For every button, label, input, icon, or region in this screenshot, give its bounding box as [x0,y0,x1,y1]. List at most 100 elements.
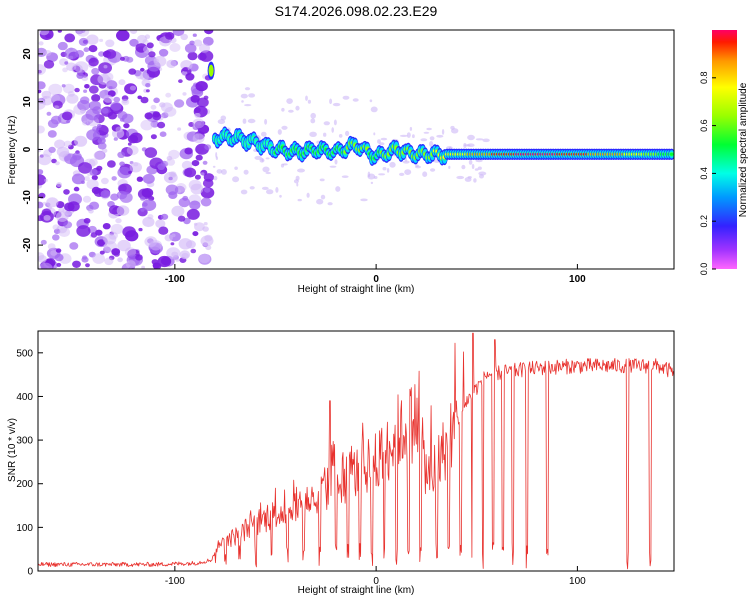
faint-speckle [436,134,444,138]
noise-speckle [57,41,68,51]
noise-speckle [182,92,187,96]
faint-speckle [402,160,410,164]
noise-speckle [129,38,139,47]
noise-speckle [181,70,188,76]
faint-speckle [249,186,255,190]
noise-speckle [116,30,130,42]
faint-speckle [279,194,282,198]
noise-speckle [52,224,60,231]
faint-speckle [288,109,294,113]
noise-speckle [128,68,137,75]
noise-speckle [189,200,201,210]
faint-speckle [316,198,324,205]
noise-speckle [166,156,173,161]
noise-speckle [158,226,169,235]
noise-speckle [102,223,111,230]
noise-speckle [68,144,74,150]
faint-speckle [426,127,432,131]
noise-speckle [146,42,154,49]
noise-speckle [187,51,198,61]
faint-speckle [319,178,325,182]
faint-speckle [266,189,274,195]
faint-speckle [373,132,376,136]
faint-speckle [429,136,435,141]
noise-speckle [128,170,132,174]
faint-speckle [310,118,316,124]
faint-speckle [213,176,218,181]
noise-speckle [189,40,195,46]
faint-speckle [430,168,436,172]
colorbar-tick-label: 0.4 [699,167,709,180]
colorbar-tick-label: 0.8 [699,72,709,85]
noise-speckle [91,94,101,102]
noise-speckle [97,142,107,150]
noise-speckle [127,142,132,146]
faint-speckle [373,176,378,179]
noise-speckle [86,179,99,190]
noise-speckle [181,160,193,170]
faint-speckle [475,138,484,141]
noise-speckle [177,215,186,222]
faint-speckle [221,169,227,175]
snr-y-ticks: 0 100 200 300 400 500 [16,348,43,578]
faint-speckle [323,132,327,137]
noise-speckle [103,244,108,249]
noise-speckle [191,160,200,167]
signal-blob-core [208,64,214,77]
noise-speckle [95,229,103,236]
noise-speckle [121,95,129,101]
faint-speckle [262,166,270,173]
noise-speckle [117,151,126,158]
noise-speckle [190,183,204,195]
noise-speckle [117,166,132,179]
noise-speckle [44,258,54,267]
faint-speckle [295,105,300,111]
noise-speckle [111,124,121,132]
faint-speckle [212,165,216,168]
y-tick-label: -20 [22,237,33,252]
noise-speckle [160,160,169,167]
noise-speckle [38,47,47,57]
faint-speckle [450,125,455,130]
noise-speckle [192,118,205,129]
noise-speckle [91,186,101,194]
noise-speckle [120,56,125,61]
colorbar: 0.0 0.2 0.4 0.6 0.8 Normalized spectral ampl… [699,30,749,275]
noise-speckle [92,253,105,264]
noise-speckle [152,111,161,118]
noise-speckle [63,221,73,229]
faint-speckle [331,127,335,133]
noise-speckle [93,151,105,160]
noise-speckle [47,206,52,210]
faint-speckle [367,171,371,178]
noise-speckle [126,145,139,156]
noise-speckle [42,201,47,205]
noise-speckle [54,105,59,109]
noise-speckle [192,231,199,237]
noise-speckle [101,177,109,185]
noise-speckle [110,101,122,111]
faint-speckle [386,168,390,173]
noise-speckle [81,256,89,263]
colorbar-tick-label: 0.0 [699,263,709,276]
noise-speckle [111,248,121,256]
x-tick-label: 0 [373,576,379,587]
signal-track [211,126,674,166]
track-core [669,152,674,156]
faint-speckle [463,144,471,147]
faint-speckle [379,142,385,146]
faint-speckle [310,112,317,119]
noise-speckle [64,47,79,60]
noise-speckle [53,228,61,234]
faint-speckle [468,159,473,165]
faint-speckle [352,98,359,102]
faint-speckle [389,161,396,168]
noise-speckle [83,47,90,53]
faint-speckle [281,107,285,112]
noise-speckle [150,120,159,128]
noise-speckle [130,30,138,34]
noise-speckle [46,111,52,116]
noise-speckle [202,160,208,165]
noise-speckle [125,230,139,242]
